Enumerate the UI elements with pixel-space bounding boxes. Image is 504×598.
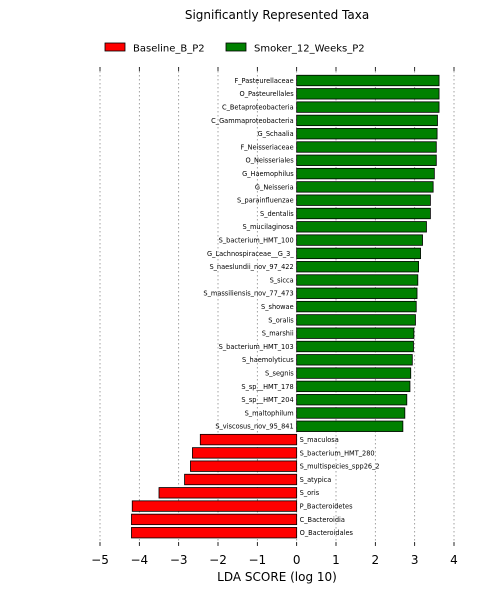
bar-34 [131, 527, 298, 539]
bar-label-1: O_Pasteurellales [240, 90, 295, 98]
bar-label-13: G_Lachnospiraceae__G_3_ [207, 250, 294, 258]
bar-20 [296, 340, 414, 353]
bar-33 [131, 513, 298, 526]
bar-label-8: G_Neisseria [255, 183, 294, 191]
bar-17 [296, 300, 417, 313]
x-tick-label-0: −5 [91, 553, 109, 567]
bar-18 [296, 314, 416, 326]
bar-2 [296, 101, 440, 113]
legend: Baseline_B_P2 Smoker_12_Weeks_P2 [104, 42, 365, 55]
legend-label-1: Smoker_12_Weeks_P2 [254, 44, 365, 55]
bar-label-23: S_sp__HMT_178 [241, 383, 293, 391]
x-tick-label-2: −3 [170, 553, 188, 567]
bar-12 [296, 234, 423, 246]
bar-25 [296, 407, 406, 419]
bar-label-5: F_Neisseriaceae [240, 143, 293, 151]
bar-label-12: S_bacterium_HMT_100 [219, 237, 294, 245]
bar-label-31: S_oris [300, 489, 320, 497]
bar-label-18: S_oralis [268, 316, 294, 324]
bar-31 [158, 487, 298, 499]
bar-labels-group: F_Pasteurellaceae O_Pasteurellales C_Betap… [203, 77, 379, 537]
x-tick-label-5: 0 [293, 553, 301, 567]
bar-4 [296, 128, 438, 140]
bar-7 [296, 167, 435, 180]
bar-label-19: S_marshii [262, 330, 294, 338]
bar-label-32: P_Bacteroidetes [300, 503, 353, 511]
legend-swatch-1 [225, 42, 247, 52]
bar-23 [296, 380, 411, 393]
bar-label-4: G_Schaalia [257, 130, 293, 138]
bar-0 [296, 74, 440, 87]
bar-label-29: S_multispecies_spp26_2 [300, 463, 380, 471]
x-tick-label-1: −4 [130, 553, 148, 567]
x-tick-label-4: −1 [248, 553, 266, 567]
bar-3 [296, 114, 438, 127]
bar-27 [199, 433, 298, 446]
bar-22 [296, 367, 412, 379]
bar-29 [190, 460, 298, 472]
bar-label-0: F_Pasteurellaceae [234, 77, 293, 85]
bar-28 [192, 447, 298, 459]
x-tick-label-8: 3 [411, 553, 419, 567]
x-tick-label-7: 2 [372, 553, 380, 567]
bar-label-9: S_parainfluenzae [237, 197, 294, 205]
bar-32 [131, 500, 298, 512]
bar-8 [296, 181, 434, 193]
x-axis-label: LDA SCORE (log 10) [217, 570, 337, 584]
bar-label-28: S_bacterium_HMT_280 [300, 449, 375, 457]
bar-label-30: S_atypica [300, 476, 332, 484]
bar-14 [296, 261, 419, 273]
x-tick-label-3: −2 [209, 553, 227, 567]
bar-5 [296, 141, 437, 153]
bar-24 [296, 394, 408, 406]
bar-label-26: S_viscosus_nov_95_841 [215, 423, 293, 431]
bar-13 [296, 247, 421, 260]
bar-9 [296, 194, 431, 206]
legend-swatch-0 [104, 42, 126, 52]
x-tick-label-9: 4 [450, 553, 458, 567]
bar-label-3: C_Gammaproteobacteria [211, 117, 293, 125]
bar-label-20: S_bacterium_HMT_103 [219, 343, 294, 351]
bar-label-15: S_sicca [270, 276, 294, 284]
bar-label-21: S_haemolyticus [242, 356, 294, 364]
bar-label-6: O_Neisseriales [246, 157, 295, 165]
bar-label-16: S_massiliensis_nov_77_473 [203, 290, 293, 298]
bar-19 [296, 327, 415, 339]
bar-26 [296, 420, 404, 432]
bar-label-33: C_Bacteroidia [300, 516, 345, 524]
bars-group [131, 74, 440, 539]
chart-title: Significantly Represented Taxa [185, 8, 369, 22]
bar-label-24: S_sp__HMT_204 [241, 396, 293, 404]
bar-16 [296, 287, 418, 299]
bar-label-22: S_segnis [265, 370, 294, 378]
bar-label-11: S_mucilaginosa [243, 223, 294, 231]
bar-label-27: S_maculosa [300, 436, 339, 444]
bar-6 [296, 154, 437, 166]
bar-label-34: O_Bacteroidales [300, 529, 354, 537]
bar-label-2: C_Betaproteobacteria [222, 104, 294, 112]
x-tick-label-6: 1 [332, 553, 340, 567]
bar-label-14: S_naeslundii_nov_97_422 [209, 263, 293, 271]
axes-group: −5 −4 −3 −2 −1 0 1 2 3 4 [91, 67, 458, 567]
bar-1 [296, 88, 440, 100]
bar-label-10: S_dentalis [260, 210, 294, 218]
legend-label-0: Baseline_B_P2 [133, 44, 205, 55]
bar-15 [296, 274, 419, 286]
bar-label-17: S_showae [261, 303, 294, 311]
bar-21 [296, 354, 413, 366]
bar-11 [296, 221, 427, 233]
bar-label-25: S_maltophilum [245, 409, 294, 417]
bar-label-7: G_Haemophilus [242, 170, 294, 178]
bar-30 [184, 473, 298, 486]
bar-10 [296, 207, 431, 220]
